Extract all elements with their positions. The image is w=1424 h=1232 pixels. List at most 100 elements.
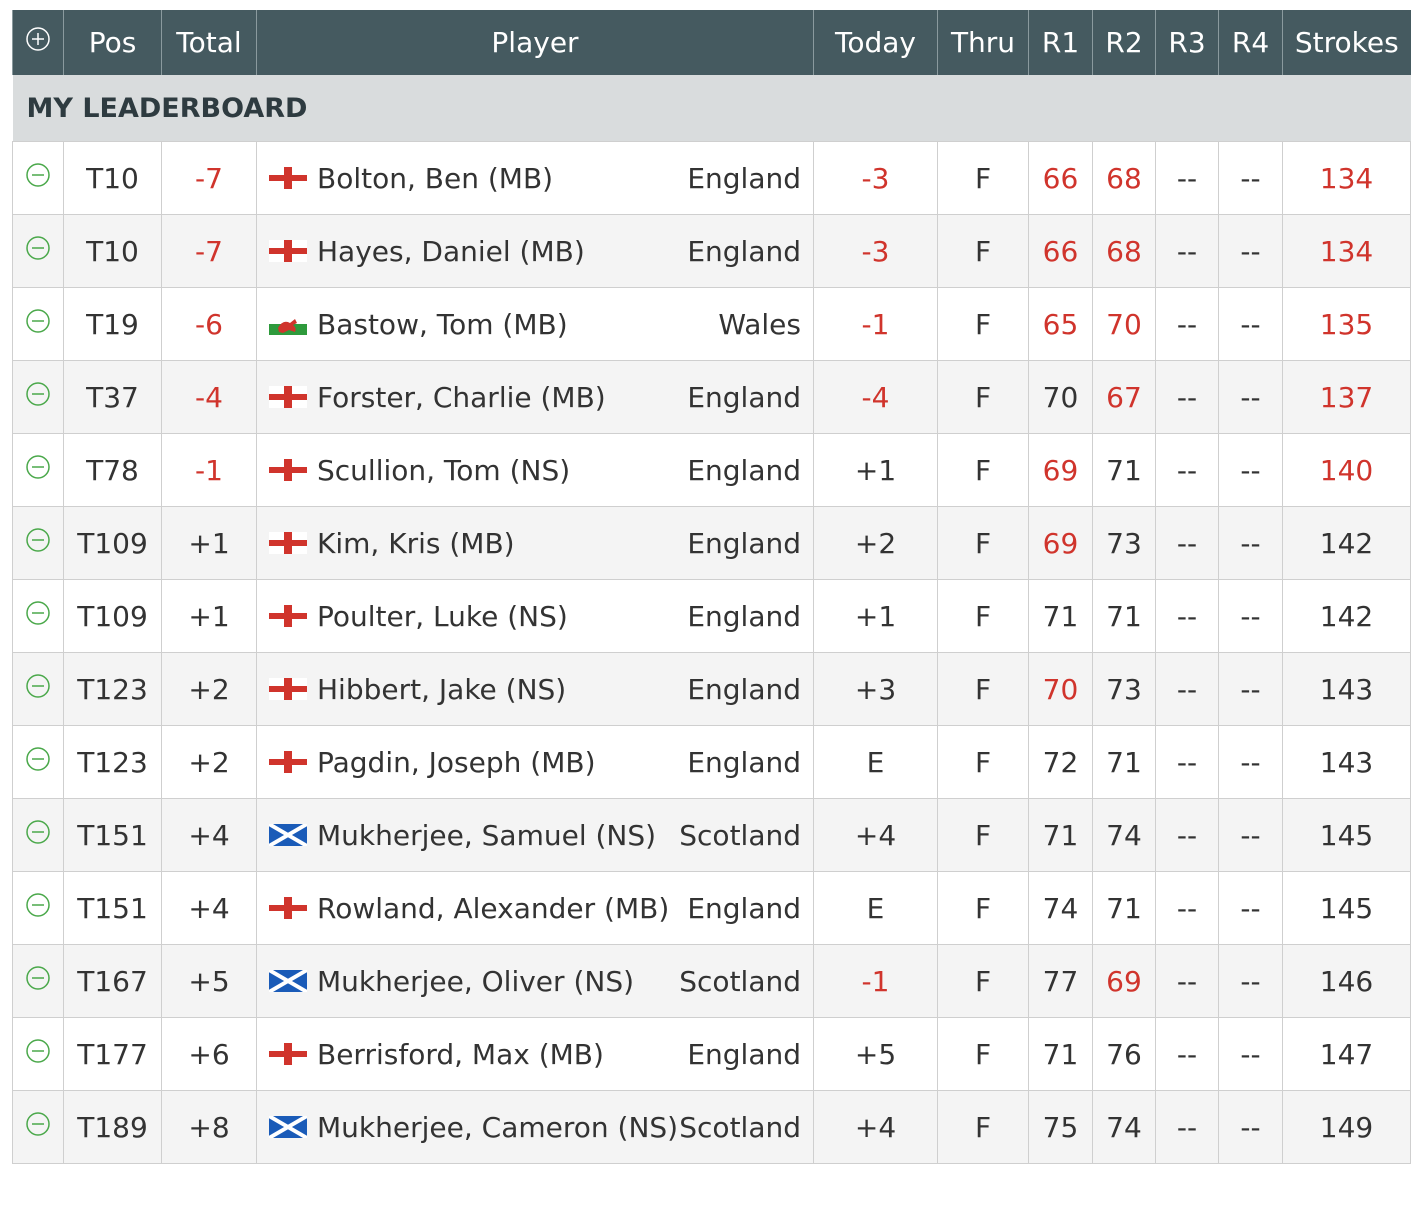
thru: F — [937, 1090, 1029, 1164]
thru-text: F — [974, 964, 992, 998]
round-1: 70 — [1028, 360, 1093, 434]
thru: F — [937, 360, 1029, 434]
strokes-text: 145 — [1319, 891, 1374, 925]
position: T151 — [63, 798, 162, 872]
round-2-text: 67 — [1106, 380, 1142, 414]
strokes: 147 — [1282, 1017, 1411, 1091]
total: +1 — [161, 506, 257, 580]
position: T123 — [63, 652, 162, 726]
player-cell: Pagdin, Joseph (MB) England — [256, 725, 814, 799]
round-1-text: 77 — [1042, 964, 1079, 998]
round-4: -- — [1218, 652, 1283, 726]
today: +1 — [813, 579, 938, 653]
player-info: Bolton, Ben (MB) England — [269, 162, 801, 195]
remove-player[interactable] — [12, 214, 64, 288]
round-4-text: -- — [1240, 526, 1261, 560]
round-1-text: 71 — [1042, 1037, 1079, 1071]
strokes: 142 — [1282, 506, 1411, 580]
round-1: 71 — [1028, 579, 1093, 653]
player-cell: Mukherjee, Samuel (NS) Scotland — [256, 798, 814, 872]
expand-all[interactable] — [12, 10, 64, 75]
thru: F — [937, 214, 1029, 288]
round-2: 74 — [1092, 1090, 1156, 1164]
flag — [269, 605, 307, 627]
strokes-text: 146 — [1319, 964, 1374, 998]
round-1: 66 — [1028, 214, 1093, 288]
player-name: Mukherjee, Cameron (NS) — [317, 1110, 679, 1144]
strokes-text: 134 — [1319, 161, 1374, 195]
round-1: 69 — [1028, 433, 1093, 507]
strokes: 142 — [1282, 579, 1411, 653]
round-2-text: 76 — [1106, 1037, 1142, 1071]
flag — [269, 970, 307, 992]
position: T10 — [63, 141, 162, 215]
remove-player[interactable] — [12, 652, 64, 726]
total: +2 — [161, 652, 257, 726]
player-row: T78 -1 Scullion, Tom (NS) England +1 F 69 71 -- -… — [12, 433, 1411, 507]
round-2-text: 71 — [1106, 453, 1142, 487]
player-info: Hibbert, Jake (NS) England — [269, 673, 801, 706]
position-text: T189 — [77, 1110, 148, 1144]
remove-player[interactable] — [12, 141, 64, 215]
today-text: +4 — [854, 818, 897, 852]
round-4: -- — [1218, 287, 1283, 361]
player-info: Bastow, Tom (MB) Wales — [269, 308, 801, 341]
today-text: +1 — [854, 599, 897, 633]
strokes-text: 137 — [1319, 380, 1374, 414]
flag — [269, 897, 307, 919]
remove-player[interactable] — [12, 798, 64, 872]
round-2: 76 — [1092, 1017, 1156, 1091]
remove-player[interactable] — [12, 579, 64, 653]
thru-text: F — [974, 672, 992, 706]
remove-player[interactable] — [12, 1090, 64, 1164]
remove-player[interactable] — [12, 871, 64, 945]
player-name: Bolton, Ben (MB) — [317, 161, 554, 195]
round-2-text: 70 — [1106, 307, 1142, 341]
player-name: Mukherjee, Samuel (NS) — [317, 818, 657, 852]
remove-player[interactable] — [12, 725, 64, 799]
round-1-text: 66 — [1042, 234, 1079, 268]
remove-player[interactable] — [12, 287, 64, 361]
round-1: 72 — [1028, 725, 1093, 799]
remove-player[interactable] — [12, 1017, 64, 1091]
position-text: T109 — [77, 599, 148, 633]
column-header: Today — [813, 10, 938, 75]
round-4-text: -- — [1240, 380, 1261, 414]
today: -1 — [813, 287, 938, 361]
country: England — [687, 1037, 801, 1071]
flag — [269, 824, 307, 846]
total: -6 — [161, 287, 257, 361]
round-4-text: -- — [1240, 1037, 1261, 1071]
position-text: T10 — [86, 234, 139, 268]
round-4-text: -- — [1240, 234, 1261, 268]
round-2-text: 68 — [1106, 234, 1142, 268]
flag — [269, 313, 307, 335]
position-text: T123 — [77, 672, 148, 706]
total-text: +2 — [188, 672, 230, 706]
player-name: Forster, Charlie (MB) — [317, 380, 606, 414]
thru-text: F — [974, 891, 992, 925]
remove-player[interactable] — [12, 433, 64, 507]
round-4: -- — [1218, 871, 1283, 945]
round-2-text: 74 — [1106, 818, 1142, 852]
player-name: Mukherjee, Oliver (NS) — [317, 964, 635, 998]
round-1: 70 — [1028, 652, 1093, 726]
remove-player[interactable] — [12, 506, 64, 580]
today-text: +3 — [854, 672, 897, 706]
remove-player[interactable] — [12, 944, 64, 1018]
player-info: Rowland, Alexander (MB) England — [269, 892, 801, 925]
player-info: Berrisford, Max (MB) England — [269, 1038, 801, 1071]
country: England — [687, 161, 801, 195]
player-row: T151 +4 Mukherjee, Samuel (NS) Scotland +4 F 7… — [12, 798, 1411, 872]
thru-text: F — [974, 599, 992, 633]
position-text: T167 — [77, 964, 148, 998]
position-text: T151 — [77, 891, 148, 925]
today: -4 — [813, 360, 938, 434]
remove-player[interactable] — [12, 360, 64, 434]
total: +5 — [161, 944, 257, 1018]
round-1: 74 — [1028, 871, 1093, 945]
round-2: 71 — [1092, 871, 1156, 945]
player-info: Mukherjee, Cameron (NS) Scotland — [269, 1111, 801, 1144]
player-name: Scullion, Tom (NS) — [317, 453, 571, 487]
